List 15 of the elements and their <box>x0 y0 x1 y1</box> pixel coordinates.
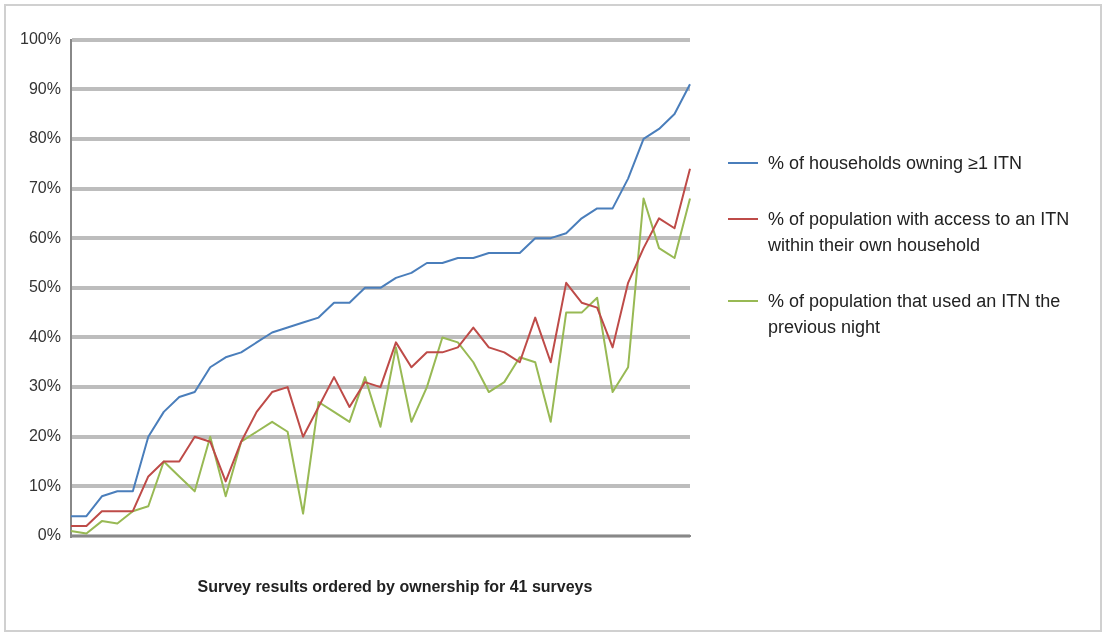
legend-label: % of households owning ≥1 ITN <box>768 152 1023 175</box>
legend-label: % of population that used an ITN the previous night <box>768 290 1062 339</box>
y-tick-label: 60% <box>28 228 61 246</box>
y-tick-label: 80% <box>28 129 61 147</box>
y-tick-label: 40% <box>28 327 61 345</box>
y-tick-label: 30% <box>28 377 61 395</box>
x-axis-title: Survey results ordered by ownership for 41 surveys <box>196 578 594 596</box>
y-tick-label: 50% <box>28 278 61 296</box>
y-tick-label: 0% <box>37 526 61 544</box>
y-tick-label: 100% <box>20 30 61 48</box>
legend-label: % of population with access to an ITN within their own household <box>768 208 1071 257</box>
y-tick-label: 70% <box>28 178 61 196</box>
y-tick-label: 10% <box>28 476 61 494</box>
y-tick-label: 90% <box>28 79 61 97</box>
y-tick-label: 20% <box>28 427 61 445</box>
